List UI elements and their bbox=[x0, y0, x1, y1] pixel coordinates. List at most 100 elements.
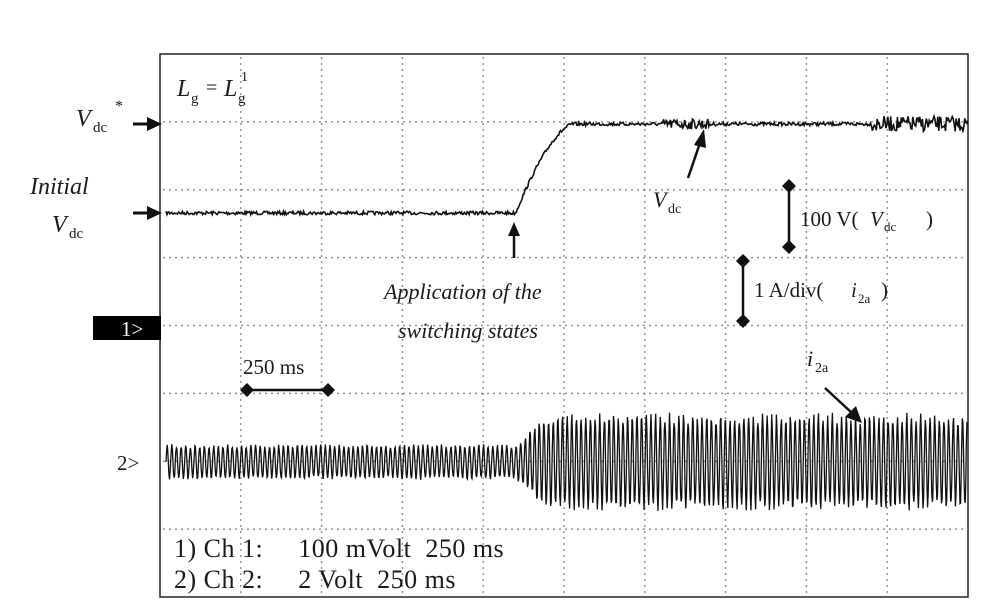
grid-dot bbox=[643, 285, 646, 287]
vdc-scale-label-a: 100 V( bbox=[800, 207, 859, 231]
grid-dot bbox=[601, 392, 603, 395]
grid-dot bbox=[724, 477, 727, 479]
grid-dot bbox=[607, 256, 609, 259]
grid-dot bbox=[482, 231, 485, 233]
grid-dot bbox=[217, 324, 219, 327]
grid-dot bbox=[403, 256, 405, 259]
grid-dot bbox=[643, 405, 646, 407]
grid-dot bbox=[649, 324, 651, 327]
grid-dot bbox=[805, 579, 808, 581]
grid-dot bbox=[401, 279, 404, 281]
grid-dot bbox=[475, 188, 477, 191]
grid-dot bbox=[229, 121, 231, 123]
grid-dot bbox=[643, 537, 646, 539]
grid-dot bbox=[401, 303, 404, 305]
grid-dot bbox=[259, 188, 261, 191]
grid-dot bbox=[871, 256, 873, 259]
grid-dot bbox=[823, 528, 825, 530]
grid-dot bbox=[563, 87, 565, 89]
grid-dot bbox=[401, 531, 404, 533]
grid-dot bbox=[163, 324, 165, 327]
grid-dot bbox=[320, 435, 323, 437]
grid-dot bbox=[886, 141, 889, 143]
grid-dot bbox=[373, 188, 375, 191]
grid-dot bbox=[482, 267, 485, 269]
grid-dot bbox=[193, 324, 195, 327]
grid-dot bbox=[482, 117, 485, 119]
grid-dot bbox=[715, 528, 717, 530]
grid-dot bbox=[223, 324, 225, 327]
grid-dot bbox=[239, 525, 242, 527]
grid-dot bbox=[163, 188, 165, 191]
grid-dot bbox=[805, 153, 808, 155]
grid-dot bbox=[482, 351, 485, 353]
grid-dot bbox=[239, 285, 242, 287]
grid-dot bbox=[886, 219, 889, 221]
grid-dot bbox=[320, 69, 323, 71]
grid-dot bbox=[499, 528, 501, 530]
grid-dot bbox=[643, 561, 646, 563]
grid-dot bbox=[241, 324, 243, 327]
grid-dot bbox=[631, 121, 633, 123]
grid-dot bbox=[295, 528, 297, 530]
grid-dot bbox=[886, 153, 889, 155]
grid-dot bbox=[457, 324, 459, 327]
grid-dot bbox=[205, 188, 207, 191]
grid-dot bbox=[805, 237, 808, 239]
grid-dot bbox=[886, 513, 889, 515]
grid-dot bbox=[769, 256, 771, 259]
grid-dot bbox=[239, 225, 242, 227]
grid-dot bbox=[239, 573, 242, 575]
grid-dot bbox=[169, 256, 171, 259]
time-scale-diamond-right bbox=[321, 383, 335, 397]
grid-dot bbox=[563, 231, 565, 233]
grid-dot bbox=[223, 188, 225, 191]
grid-dot bbox=[239, 537, 242, 539]
grid-dot bbox=[433, 121, 435, 123]
grid-dot bbox=[805, 392, 807, 395]
grid-dot bbox=[239, 309, 242, 311]
grid-dot bbox=[445, 188, 447, 191]
grid-dot bbox=[320, 363, 323, 365]
grid-dot bbox=[565, 528, 567, 530]
grid-dot bbox=[361, 528, 363, 530]
grid-dot bbox=[482, 195, 485, 197]
grid-dot bbox=[529, 392, 531, 395]
grid-dot bbox=[320, 147, 323, 149]
grid-dot bbox=[565, 392, 567, 395]
grid-dot bbox=[469, 256, 471, 259]
grid-dot bbox=[643, 324, 645, 327]
grid-dot bbox=[943, 188, 945, 191]
grid-dot bbox=[853, 528, 855, 530]
grid-dot bbox=[427, 528, 429, 530]
grid-dot bbox=[253, 528, 255, 530]
grid-dot bbox=[865, 256, 867, 259]
vdc-ref-sub: dc bbox=[93, 120, 108, 136]
grid-dot bbox=[643, 183, 646, 185]
grid-dot bbox=[601, 188, 603, 191]
grid-dot bbox=[724, 561, 727, 563]
grid-dot bbox=[643, 369, 646, 371]
grid-dot bbox=[559, 256, 561, 259]
grid-dot bbox=[283, 324, 285, 327]
grid-dot bbox=[601, 121, 603, 123]
grid-dot bbox=[199, 188, 201, 191]
grid-dot bbox=[853, 256, 855, 259]
grid-dot bbox=[367, 188, 369, 191]
grid-dot bbox=[886, 567, 889, 569]
grid-dot bbox=[757, 324, 759, 327]
grid-dot bbox=[925, 392, 927, 395]
grid-dot bbox=[239, 177, 242, 179]
grid-dot bbox=[223, 121, 225, 123]
grid-dot bbox=[239, 201, 242, 203]
grid-dot bbox=[547, 324, 549, 327]
grid-dot bbox=[691, 528, 693, 530]
grid-dot bbox=[541, 188, 543, 191]
grid-dot bbox=[563, 147, 565, 149]
i2a-arrowhead bbox=[845, 406, 862, 423]
grid-dot bbox=[421, 528, 423, 530]
grid-dot bbox=[829, 528, 831, 530]
grid-dot bbox=[643, 255, 646, 257]
grid-dot bbox=[563, 315, 565, 317]
grid-dot bbox=[307, 188, 309, 191]
